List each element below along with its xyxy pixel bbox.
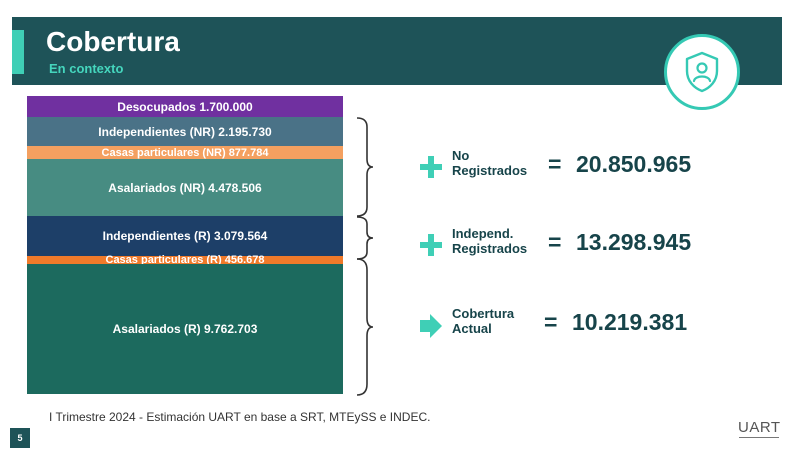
summary-value: 10.219.381 (572, 309, 688, 335)
segment-independientes-nr: Independientes (NR) 2.195.730 (27, 117, 343, 146)
summary-value: 20.850.965 (576, 151, 692, 177)
equals-sign: = (548, 151, 562, 177)
page-title: Cobertura (46, 26, 180, 57)
segment-casas-particulares-r: Casas particulares (R) 456.678 (27, 254, 343, 266)
logo-underline (739, 437, 779, 438)
shield-person-icon (664, 34, 740, 110)
source-footnote: I Trimestre 2024 - Estimación UART en ba… (49, 410, 431, 424)
segment-casas-particulares-nr: Casas particulares (NR) 877.784 (27, 146, 343, 159)
segment-independientes-r: Independientes (R) 3.079.564 (27, 216, 343, 256)
brace-cobertura-actual (356, 258, 374, 396)
brace-independientes-registrados (356, 216, 374, 260)
segment-asalariados-nr: Asalariados (NR) 4.478.506 (27, 159, 343, 216)
header-accent-bar (12, 30, 24, 74)
segment-desocupados: Desocupados 1.700.000 (27, 96, 343, 117)
summary-label: Independ. Registrados (452, 226, 528, 256)
page-subtitle: En contexto (49, 61, 124, 76)
summary-label: Cobertura Actual (452, 306, 515, 336)
summary-value: 13.298.945 (576, 229, 692, 255)
equals-sign: = (544, 309, 558, 335)
summary-label: No Registrados (452, 148, 528, 178)
plus-icon (420, 234, 442, 256)
header-bar (12, 17, 782, 85)
arrow-right-icon (420, 314, 442, 338)
equals-sign: = (548, 229, 562, 255)
segment-asalariados-r: Asalariados (R) 9.762.703 (27, 264, 343, 394)
brace-no-registrados (356, 117, 374, 217)
uart-logo: UART (738, 419, 781, 436)
page-number: 5 (10, 428, 30, 448)
plus-icon (420, 156, 442, 178)
